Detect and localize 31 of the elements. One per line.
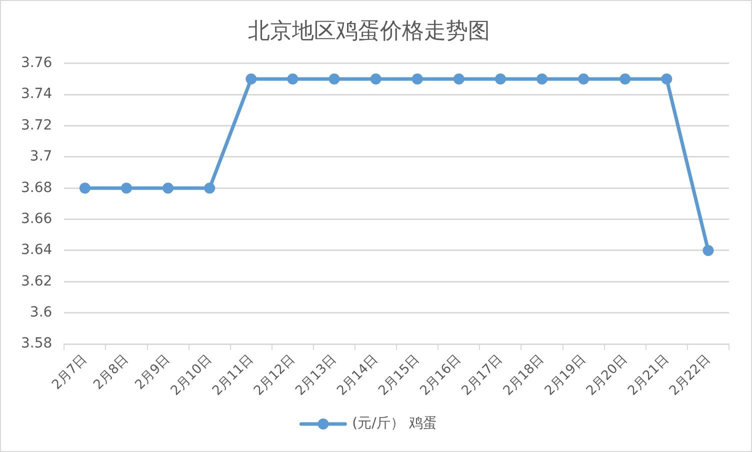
x-tick-label: 2月8日: [91, 352, 132, 393]
y-tick-label: 3.58: [21, 336, 52, 352]
point: [204, 182, 216, 194]
point: [702, 244, 714, 256]
point: [494, 73, 506, 84]
point: [121, 182, 132, 194]
point: [661, 73, 672, 84]
y-tick-label: 3.6: [30, 304, 52, 320]
point: [578, 73, 590, 84]
y-tick-label: 3.68: [21, 180, 52, 196]
y-tick-label: 3.74: [21, 86, 52, 102]
chart-title: 北京地区鸡蛋价格走势图: [248, 18, 490, 44]
y-tick-label: 3.72: [21, 117, 52, 134]
point: [620, 73, 631, 84]
point: [79, 182, 90, 194]
x-tick-label: 2月7日: [49, 352, 90, 393]
point: [328, 73, 340, 84]
y-tick-label: 3.7: [30, 148, 52, 165]
y-tick-label: 3.66: [21, 210, 52, 227]
y-tick-label: 3.62: [21, 273, 52, 290]
y-tick-label: 3.76: [21, 55, 52, 72]
point: [246, 73, 257, 84]
x-tick-label: 2月22日: [666, 352, 714, 399]
point: [536, 73, 548, 84]
point: [287, 73, 298, 84]
point: [370, 73, 382, 84]
point: [162, 182, 174, 194]
point: [453, 73, 464, 84]
y-tick-label: 3.64: [21, 242, 52, 258]
point: [412, 73, 423, 84]
legend-label: (元/斤） 鸡蛋: [352, 416, 437, 432]
